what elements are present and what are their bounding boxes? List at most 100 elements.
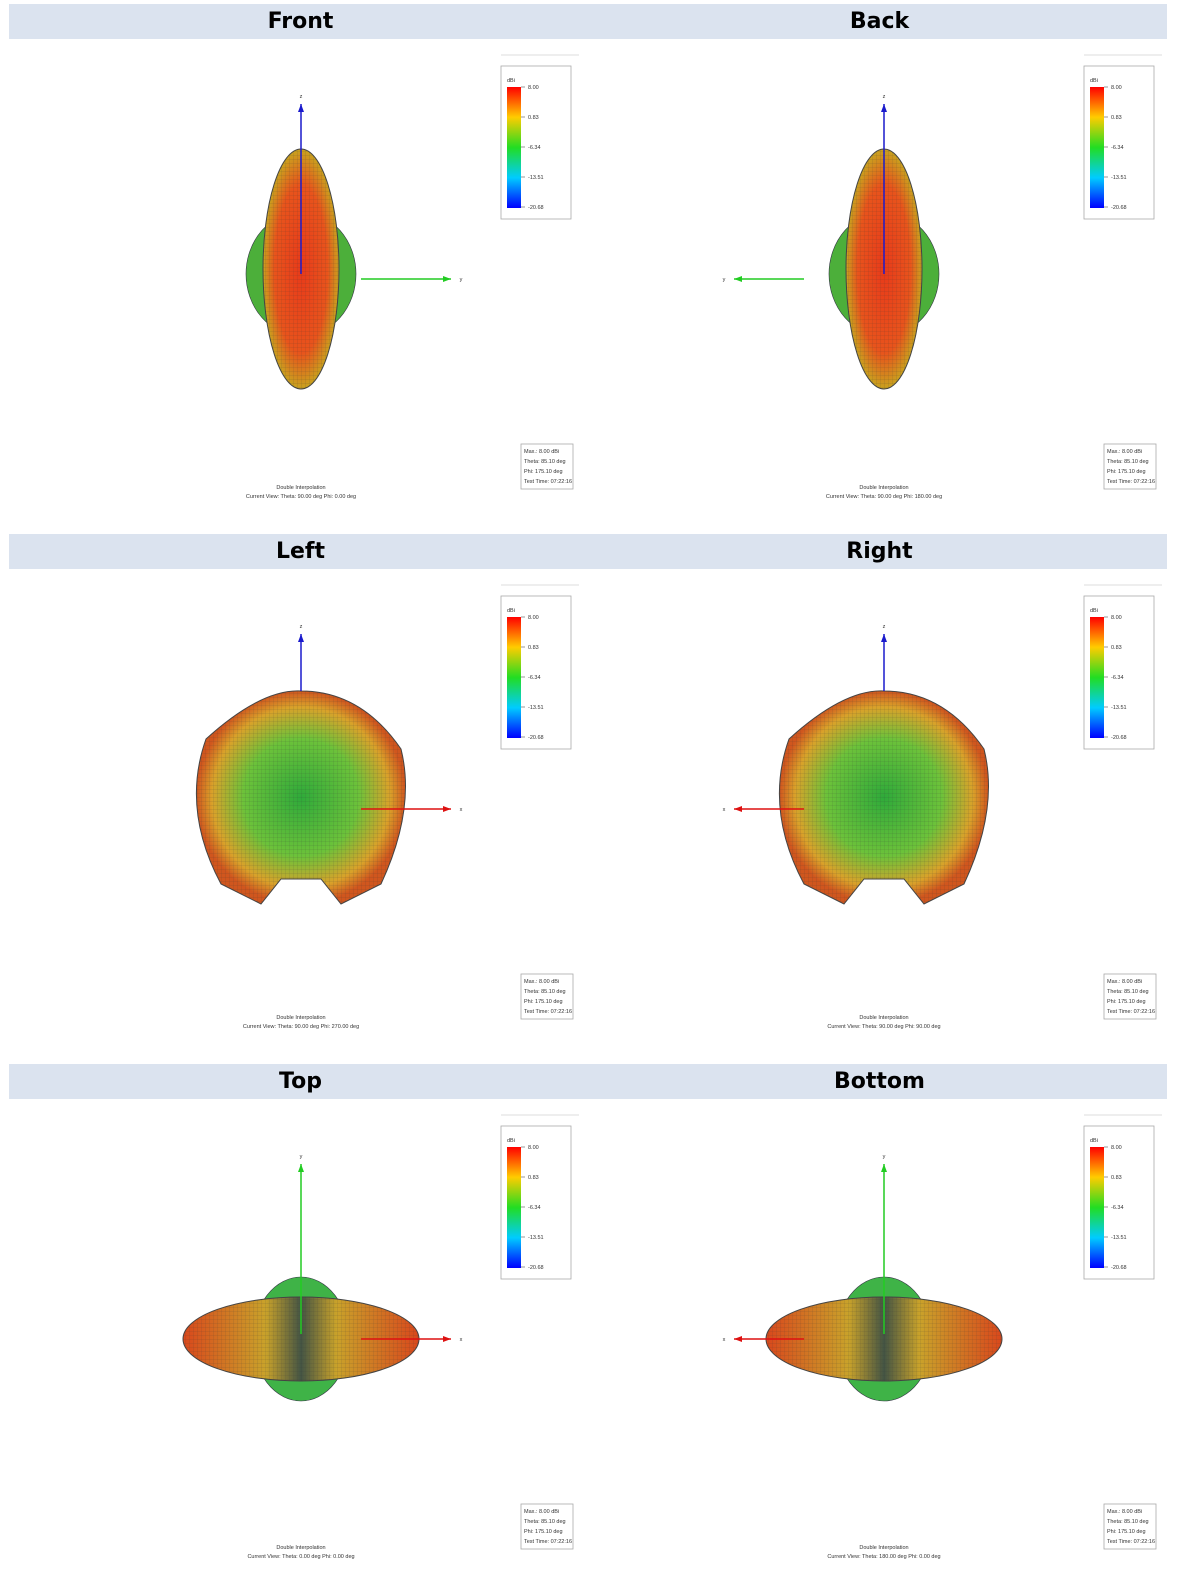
info-line: Test Time: 07:22:16 xyxy=(524,479,572,485)
panel-title: Right xyxy=(592,534,1167,569)
arrow-head xyxy=(298,1164,304,1172)
pattern-view: y x dBi 8.00 0.83 -6.34 -13.51 -20.68 Max.: 8.00… xyxy=(182,1114,579,1560)
colorbar xyxy=(1090,87,1104,208)
axis-label: x xyxy=(723,1337,726,1343)
legend-tick-label: -13.51 xyxy=(1111,705,1127,711)
panel-grid: Front Back z y dBi 8.00 0.83 -6.34 -13.51 -20.68 M… xyxy=(9,4,1167,1594)
info-line: Theta: 85.10 deg xyxy=(524,459,566,465)
mesh xyxy=(183,1297,419,1381)
caption: Double Interpolation xyxy=(859,1015,908,1021)
legend-tick-label: 8.00 xyxy=(528,615,539,621)
legend-tick-label: 0.83 xyxy=(528,645,539,651)
info-line: Phi: 175.10 deg xyxy=(524,469,563,475)
info-line: Max.: 8.00 dBi xyxy=(1107,979,1142,985)
legend-tick-label: 8.00 xyxy=(528,85,539,91)
colorbar xyxy=(1090,1147,1104,1268)
arrow-head xyxy=(734,806,742,812)
arrow-head xyxy=(881,104,887,112)
pattern-view: y x dBi 8.00 0.83 -6.34 -13.51 -20.68 Max.: 8.00… xyxy=(723,1114,1162,1560)
arrow-head xyxy=(443,1336,451,1342)
info-line: Theta: 85.10 deg xyxy=(524,1519,566,1525)
panel-title: Front xyxy=(9,4,592,39)
arrow-head xyxy=(881,634,887,642)
arrow-head xyxy=(298,104,304,112)
pattern-view: z y dBi 8.00 0.83 -6.34 -13.51 -20.68 Max.: 8.00… xyxy=(245,54,579,500)
caption: Double Interpolation xyxy=(859,1545,908,1551)
info-line: Max.: 8.00 dBi xyxy=(524,979,559,985)
legend-tick-label: -6.34 xyxy=(1111,675,1124,681)
arrow-head xyxy=(881,1164,887,1172)
axis-label: y xyxy=(883,1154,886,1160)
arrow-head xyxy=(734,276,742,282)
legend-tick-label: -13.51 xyxy=(1111,175,1127,181)
current-view: Current View: Theta: 90.00 deg Phi: 180.… xyxy=(826,494,942,500)
legend-unit: dBi xyxy=(1090,1138,1098,1144)
info-line: Test Time: 07:22:16 xyxy=(1107,479,1155,485)
legend-tick-label: -6.34 xyxy=(528,145,541,151)
info-box xyxy=(520,973,574,1020)
panel-title: Back xyxy=(592,4,1167,39)
legend-unit: dBi xyxy=(1090,78,1098,84)
info-line: Phi: 175.10 deg xyxy=(1107,999,1146,1005)
legend-tick-label: 0.83 xyxy=(528,1175,539,1181)
pattern-view: z y dBi 8.00 0.83 -6.34 -13.51 -20.68 Max.: 8.00… xyxy=(723,54,1162,500)
current-view: Current View: Theta: 90.00 deg Phi: 270.… xyxy=(243,1024,359,1030)
info-line: Max.: 8.00 dBi xyxy=(524,449,559,455)
current-view: Current View: Theta: 180.00 deg Phi: 0.0… xyxy=(827,1554,940,1560)
current-view: Current View: Theta: 0.00 deg Phi: 0.00 … xyxy=(247,1554,354,1560)
current-view: Current View: Theta: 90.00 deg Phi: 90.0… xyxy=(827,1024,940,1030)
pattern-view: z x dBi 8.00 0.83 -6.34 -13.51 -20.68 Max.: 8.00… xyxy=(723,584,1162,1030)
legend-unit: dBi xyxy=(1090,608,1098,614)
info-box xyxy=(1103,973,1157,1020)
info-line: Test Time: 07:22:16 xyxy=(1107,1009,1155,1015)
legend-tick-label: -6.34 xyxy=(1111,145,1124,151)
axis-label: z xyxy=(883,624,886,630)
legend-tick-label: -20.68 xyxy=(528,1265,544,1271)
info-line: Test Time: 07:22:16 xyxy=(524,1539,572,1545)
legend-tick-label: -20.68 xyxy=(1111,1265,1127,1271)
axis-label: x xyxy=(460,1337,463,1343)
legend-tick-label: -6.34 xyxy=(528,675,541,681)
legend-tick-label: -20.68 xyxy=(528,205,544,211)
caption: Double Interpolation xyxy=(859,485,908,491)
legend-tick-label: 0.83 xyxy=(1111,645,1122,651)
axis-label: y xyxy=(460,277,463,283)
panel-title: Bottom xyxy=(592,1064,1167,1099)
legend-tick-label: -20.68 xyxy=(1111,735,1127,741)
legend-tick-label: -13.51 xyxy=(528,705,544,711)
axis-label: x xyxy=(460,807,463,813)
info-line: Phi: 175.10 deg xyxy=(524,1529,563,1535)
colorbar xyxy=(507,617,521,738)
axis-label: z xyxy=(300,94,303,100)
caption: Double Interpolation xyxy=(276,1015,325,1021)
legend-tick-label: 8.00 xyxy=(1111,85,1122,91)
caption: Double Interpolation xyxy=(276,1545,325,1551)
colorbar xyxy=(507,87,521,208)
info-line: Phi: 175.10 deg xyxy=(524,999,563,1005)
info-line: Max.: 8.00 dBi xyxy=(524,1509,559,1515)
pattern-view: z x dBi 8.00 0.83 -6.34 -13.51 -20.68 Max.: 8.00… xyxy=(195,584,579,1030)
legend-tick-label: -20.68 xyxy=(1111,205,1127,211)
legend-tick-label: 8.00 xyxy=(1111,615,1122,621)
info-box xyxy=(1103,443,1157,490)
info-line: Max.: 8.00 dBi xyxy=(1107,1509,1142,1515)
legend-tick-label: -6.34 xyxy=(528,1205,541,1211)
info-line: Theta: 85.10 deg xyxy=(524,989,566,995)
legend-tick-label: -13.51 xyxy=(528,175,544,181)
arrow-head xyxy=(298,634,304,642)
info-line: Theta: 85.10 deg xyxy=(1107,1519,1149,1525)
arrow-head xyxy=(734,1336,742,1342)
legend-tick-label: -6.34 xyxy=(1111,1205,1124,1211)
info-box xyxy=(1103,1503,1157,1550)
panel-title: Top xyxy=(9,1064,592,1099)
info-line: Phi: 175.10 deg xyxy=(1107,1529,1146,1535)
info-line: Phi: 175.10 deg xyxy=(1107,469,1146,475)
current-view: Current View: Theta: 90.00 deg Phi: 0.00… xyxy=(246,494,356,500)
panel-title: Left xyxy=(9,534,592,569)
legend-tick-label: 0.83 xyxy=(1111,115,1122,121)
info-line: Theta: 85.10 deg xyxy=(1107,459,1149,465)
legend-unit: dBi xyxy=(507,608,515,614)
colorbar xyxy=(1090,617,1104,738)
mesh xyxy=(196,690,406,904)
